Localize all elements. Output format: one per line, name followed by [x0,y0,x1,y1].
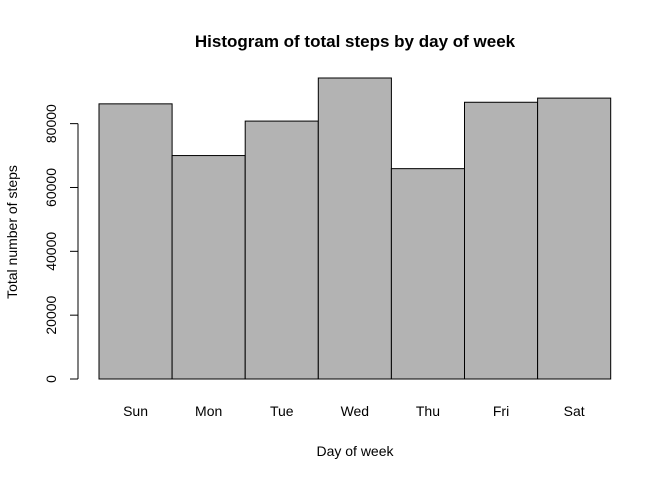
y-tick-label: 60000 [43,168,59,207]
bars-group [98,77,612,380]
bar-sun [98,103,173,380]
x-tick-label-mon: Mon [195,403,222,419]
bar-sat [537,97,612,380]
x-tick-label-sun: Sun [123,403,148,419]
x-axis-tick-labels: Sun Mon Tue Wed Thu Fri Sat [123,403,585,419]
x-axis-label: Day of week [316,443,394,459]
y-tick-label: 80000 [43,104,59,143]
x-tick-label-sat: Sat [564,403,585,419]
x-tick-label-thu: Thu [416,403,440,419]
bar-wed [317,77,392,380]
chart-title: Histogram of total steps by day of week [195,32,516,51]
y-tick-label: 20000 [43,295,59,334]
y-tick-label: 0 [43,375,59,383]
y-tick-label: 40000 [43,232,59,271]
bar-fri [464,101,539,380]
bar-thu [390,168,465,380]
y-axis: 0 20000 40000 60000 80000 [43,104,79,383]
x-tick-label-tue: Tue [270,403,294,419]
y-axis-label: Total number of steps [4,165,20,299]
x-tick-label-fri: Fri [493,403,509,419]
bar-mon [171,155,246,380]
x-tick-label-wed: Wed [341,403,370,419]
bar-tue [244,120,319,380]
